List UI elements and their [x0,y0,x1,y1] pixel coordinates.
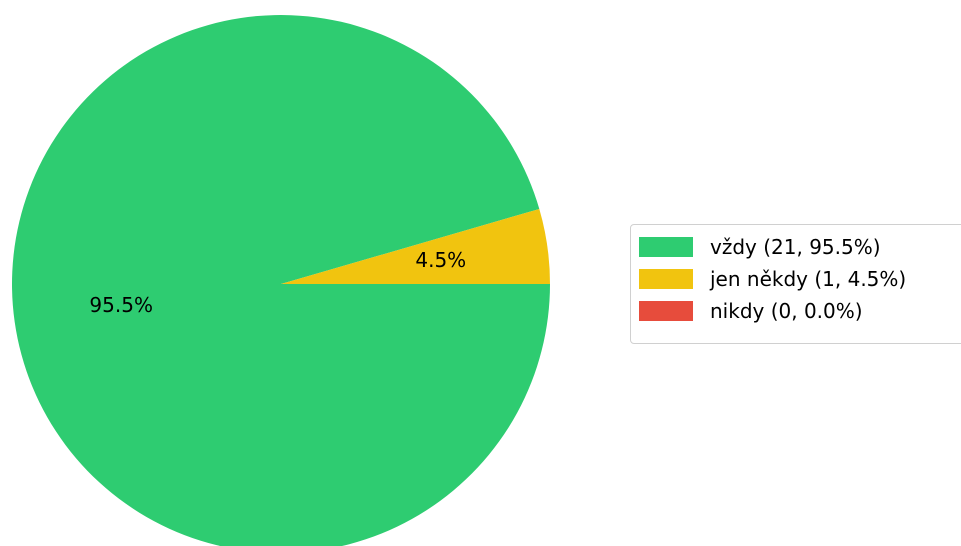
pie-percent-label-1: 95.5% [89,293,153,317]
legend-label-vzdy: vždy (21, 95.5%) [710,235,881,259]
pie-slices [12,15,550,546]
legend-swatch-vzdy [639,237,693,257]
legend-label-jen-nekdy: jen někdy (1, 4.5%) [710,267,907,291]
pie-percent-label-2: 4.5% [415,248,466,272]
legend-swatch-nikdy [639,301,693,321]
pie-slice-2 [281,208,550,284]
legend-swatch-jen-nekdy [639,269,693,289]
pie-labels: 95.5% 4.5% [89,248,466,317]
pie-slice-1 [12,15,550,546]
legend: vždy (21, 95.5%) jen někdy (1, 4.5%) nik… [630,224,961,344]
legend-item-vzdy: vždy (21, 95.5%) [639,231,961,263]
legend-item-nikdy: nikdy (0, 0.0%) [639,295,961,327]
legend-label-nikdy: nikdy (0, 0.0%) [710,299,863,323]
legend-item-jen-nekdy: jen někdy (1, 4.5%) [639,263,961,295]
